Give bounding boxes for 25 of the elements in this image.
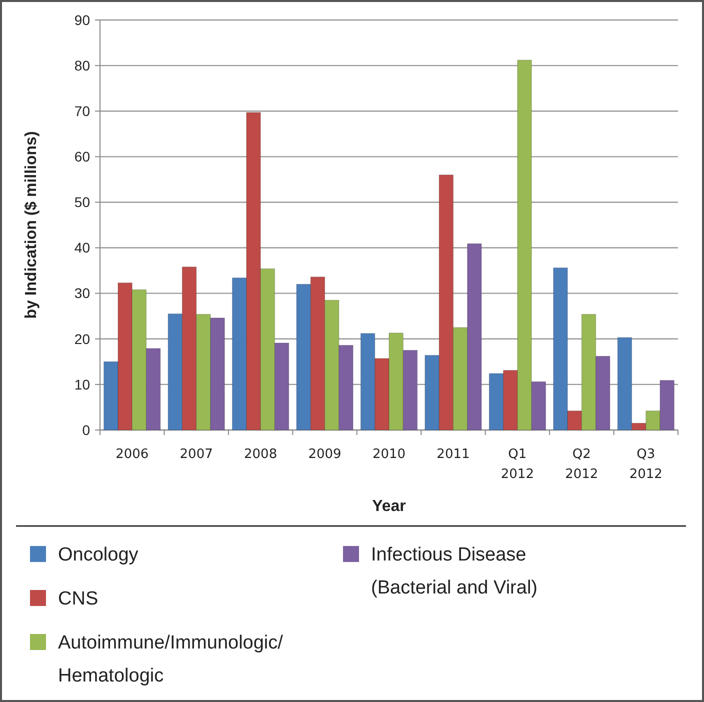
x-tick-label: 2009 <box>308 447 342 462</box>
y-tick-label: 80 <box>74 57 90 74</box>
x-tick-label: 2007 <box>180 447 213 462</box>
y-tick-label: 20 <box>74 330 90 347</box>
x-tick-label: 2011 <box>436 447 470 462</box>
x-axis-title: Year <box>372 498 406 515</box>
x-tick-label: 2006 <box>116 447 149 462</box>
y-tick-label: 40 <box>74 240 90 256</box>
legend-label: CNS <box>58 588 98 610</box>
y-tick-label: 90 <box>74 12 90 28</box>
y-tick-label: 60 <box>74 148 90 165</box>
legend-label: Oncology <box>58 544 139 566</box>
x-tick-label: Q1 2012 <box>500 447 534 482</box>
y-tick-label: 50 <box>74 194 90 210</box>
y-tick-label: 70 <box>74 103 90 120</box>
x-tick-label: Q3 2012 <box>629 447 662 482</box>
y-tick-label: 10 <box>74 376 90 392</box>
x-tick-label: Q2 2012 <box>565 447 598 482</box>
y-tick-label: 0 <box>82 422 90 438</box>
x-tick-label: 2010 <box>372 447 406 462</box>
legend-label: Autoimmune/Immunologic/Hematologic <box>58 632 284 687</box>
legend-label: Infectious Disease (Bacterial and Viral) <box>371 544 538 599</box>
x-tick-label: 2008 <box>244 447 278 462</box>
y-axis-title: by Indication ($ millions) <box>23 131 40 319</box>
y-tick-label: 30 <box>74 285 90 302</box>
